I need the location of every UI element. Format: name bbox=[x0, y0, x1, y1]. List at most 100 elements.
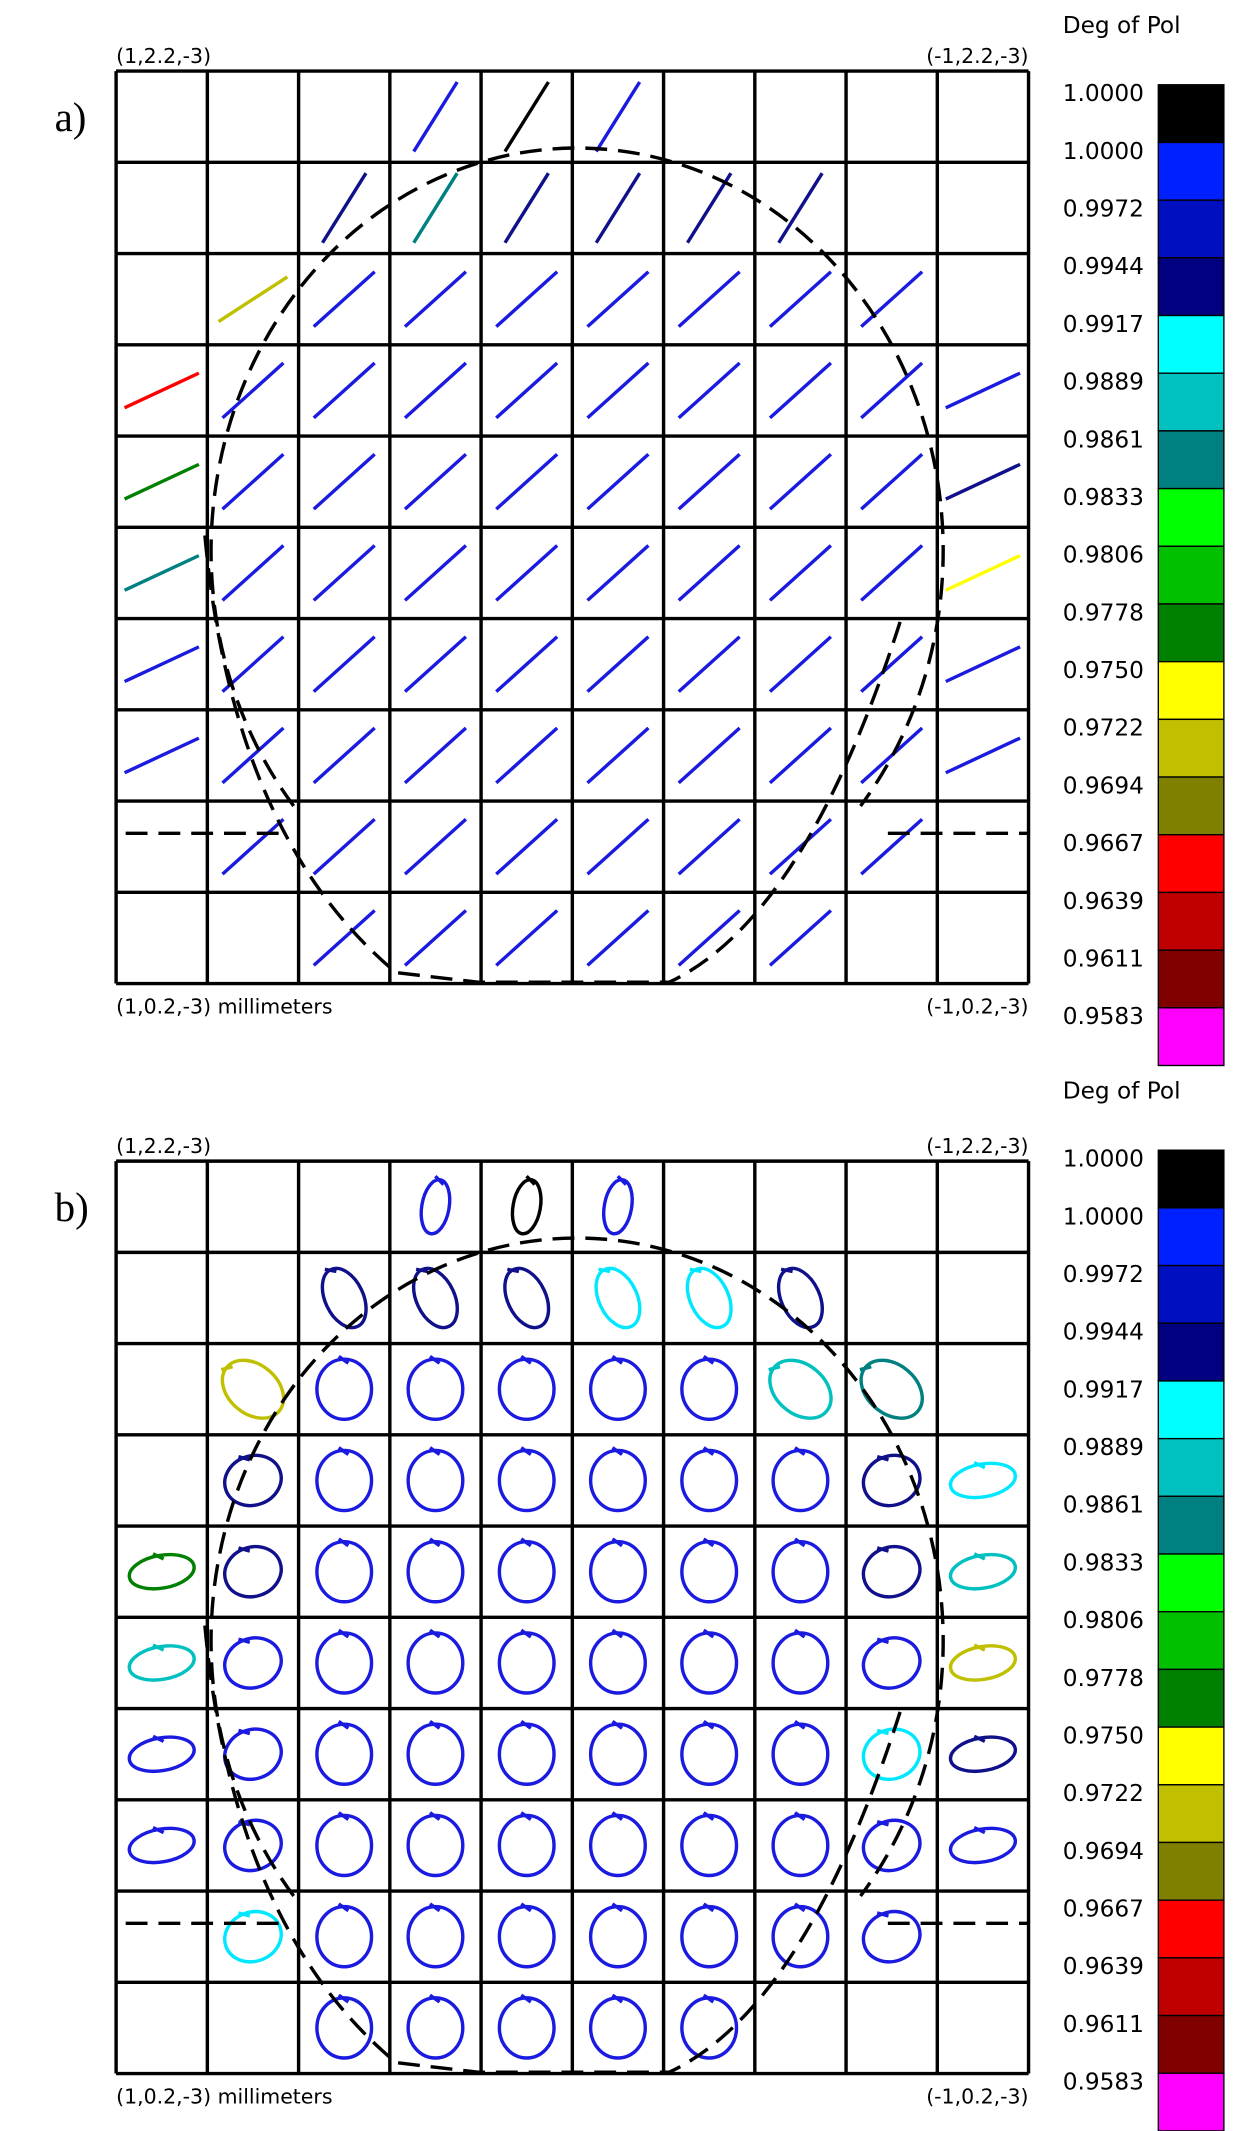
polarization-ellipse bbox=[220, 1358, 286, 1420]
handedness-tick bbox=[793, 1720, 806, 1730]
handedness-tick bbox=[702, 1628, 715, 1639]
aperture-outline bbox=[209, 146, 945, 807]
polarization-line bbox=[217, 275, 289, 323]
polarization-ellipse bbox=[406, 1904, 465, 1969]
polarization-line bbox=[123, 645, 200, 684]
aperture-outline bbox=[209, 1236, 945, 1898]
polarization-ellipse bbox=[680, 1539, 739, 1604]
polarization-line bbox=[768, 270, 833, 328]
colorbar-swatch bbox=[1157, 603, 1225, 663]
polarization-line bbox=[312, 270, 376, 328]
polarization-line bbox=[586, 635, 650, 693]
colorbar-label: 0.9583 bbox=[1063, 1003, 1144, 1030]
colorbar-label: 1.0000 bbox=[1063, 1203, 1144, 1230]
handedness-tick bbox=[876, 1455, 889, 1462]
colorbar-label: 0.9889 bbox=[1063, 369, 1144, 396]
colorbar-label: 0.9722 bbox=[1063, 1780, 1144, 1807]
handedness-tick bbox=[520, 1720, 532, 1730]
colorbar-swatch bbox=[1157, 2014, 1225, 2074]
polarization-ellipse bbox=[680, 1722, 739, 1786]
polarization-line bbox=[403, 909, 468, 967]
handedness-tick bbox=[520, 1355, 532, 1365]
handedness-tick bbox=[238, 1911, 251, 1918]
colorbar-label: 1.0000 bbox=[1063, 80, 1144, 107]
polarization-line bbox=[860, 726, 924, 785]
handedness-tick bbox=[611, 1628, 624, 1639]
handedness-tick bbox=[973, 1643, 986, 1652]
colorbar-swatch bbox=[1157, 660, 1225, 721]
handedness-tick bbox=[429, 1446, 441, 1456]
polarization-line bbox=[312, 544, 376, 602]
polarization-line bbox=[312, 361, 376, 420]
colorbar-swatch bbox=[1157, 257, 1225, 317]
polarization-line bbox=[495, 453, 559, 511]
polarization-ellipse bbox=[223, 1909, 283, 1964]
colorbar-label: 0.9806 bbox=[1063, 542, 1144, 569]
polarization-line bbox=[677, 544, 741, 602]
polarization-ellipse bbox=[406, 1539, 465, 1604]
handedness-tick bbox=[973, 1734, 986, 1743]
polarization-line bbox=[860, 361, 924, 420]
polarization-line bbox=[403, 270, 468, 328]
handedness-tick bbox=[337, 1993, 350, 2004]
polarization-ellipse bbox=[685, 1266, 733, 1330]
polarization-line bbox=[123, 736, 200, 775]
polarization-line bbox=[495, 817, 559, 876]
colorbar-swatch bbox=[1157, 430, 1225, 490]
polarization-ellipse bbox=[497, 1448, 556, 1513]
polarization-line bbox=[860, 635, 924, 693]
handedness-tick bbox=[238, 1546, 251, 1553]
colorbar-label: 0.9583 bbox=[1063, 2069, 1144, 2096]
polarization-line bbox=[677, 453, 741, 511]
corner-label: (-1,0.2,-3) bbox=[926, 995, 1028, 1019]
polarization-ellipse bbox=[588, 1722, 647, 1786]
handedness-tick bbox=[689, 1267, 702, 1274]
colorbar-swatch bbox=[1157, 1207, 1225, 1267]
polarization-line bbox=[860, 544, 924, 602]
polarization-ellipse bbox=[680, 1813, 739, 1878]
colorbar-label: 1.0000 bbox=[1063, 138, 1144, 165]
colorbar-swatch bbox=[1157, 199, 1225, 259]
polarization-ellipse bbox=[223, 1818, 283, 1873]
handedness-tick bbox=[337, 1720, 350, 1730]
colorbar-swatch bbox=[1157, 1726, 1225, 1786]
polarization-ellipse bbox=[510, 1178, 543, 1236]
polarization-ellipse bbox=[315, 1996, 374, 2060]
polarization-ellipse bbox=[771, 1722, 830, 1786]
handedness-tick bbox=[768, 1365, 781, 1372]
polarization-line bbox=[221, 544, 285, 602]
polarization-line bbox=[686, 172, 733, 244]
colorbar-label: 0.9611 bbox=[1063, 2011, 1144, 2038]
polarization-line bbox=[586, 544, 650, 602]
colorbar-swatch bbox=[1157, 949, 1225, 1009]
colorbar-swatch bbox=[1157, 1668, 1225, 1728]
colorbar-label: 0.9611 bbox=[1063, 946, 1144, 973]
polarization-line bbox=[123, 462, 200, 501]
polarization-ellipse bbox=[497, 1357, 556, 1421]
colorbar-swatch bbox=[1157, 776, 1225, 836]
colorbar-swatch bbox=[1157, 1380, 1225, 1440]
colorbar-swatch bbox=[1157, 372, 1225, 432]
handedness-tick bbox=[611, 1811, 624, 1821]
corner-label: (1,0.2,-3) millimeters bbox=[116, 995, 332, 1019]
colorbar-label: 0.9722 bbox=[1063, 715, 1144, 742]
colorbar-label: 0.9972 bbox=[1063, 196, 1144, 223]
colorbar-label: 0.9778 bbox=[1063, 1665, 1144, 1692]
handedness-tick bbox=[415, 1267, 428, 1274]
polarization-line bbox=[495, 361, 559, 420]
polarization-line bbox=[123, 371, 200, 410]
corner-label: (1,2.2,-3) bbox=[116, 1134, 211, 1158]
colorbar-swatch bbox=[1157, 487, 1225, 547]
handedness-tick bbox=[434, 1174, 445, 1186]
handedness-tick bbox=[702, 1993, 715, 2004]
colorbar-swatch bbox=[1157, 1957, 1225, 2017]
colorbar-label: 0.9972 bbox=[1063, 1261, 1144, 1288]
panel: a) (1,2.2,-3) (-1,2.2,-3) (1,0.2,-3) millim… bbox=[55, 12, 1225, 1067]
colorbar-swatch bbox=[1157, 141, 1225, 201]
polarization-ellipse bbox=[771, 1631, 830, 1695]
handedness-tick bbox=[152, 1734, 165, 1743]
polarization-ellipse bbox=[861, 1727, 922, 1782]
polarization-ellipse bbox=[601, 1178, 634, 1236]
polarization-ellipse bbox=[223, 1636, 283, 1690]
